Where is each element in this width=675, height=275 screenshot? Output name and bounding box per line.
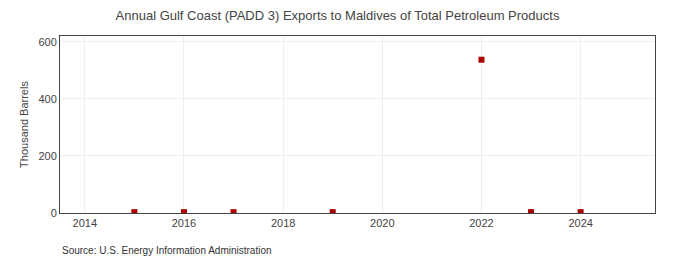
svg-text:2024: 2024 — [568, 217, 592, 229]
svg-text:2020: 2020 — [370, 217, 394, 229]
svg-text:600: 600 — [38, 36, 56, 48]
svg-text:200: 200 — [38, 150, 56, 162]
svg-text:Thousand Barrels: Thousand Barrels — [18, 81, 30, 168]
svg-text:0: 0 — [51, 207, 57, 219]
svg-text:2018: 2018 — [271, 217, 295, 229]
svg-text:2016: 2016 — [172, 217, 196, 229]
svg-text:400: 400 — [38, 93, 56, 105]
svg-text:Annual Gulf Coast (PADD 3) Exp: Annual Gulf Coast (PADD 3) Exports to Ma… — [116, 8, 560, 23]
svg-text:Source: U.S. Energy Informatio: Source: U.S. Energy Information Administ… — [62, 245, 272, 256]
svg-text:2022: 2022 — [469, 217, 493, 229]
svg-text:2014: 2014 — [73, 217, 97, 229]
